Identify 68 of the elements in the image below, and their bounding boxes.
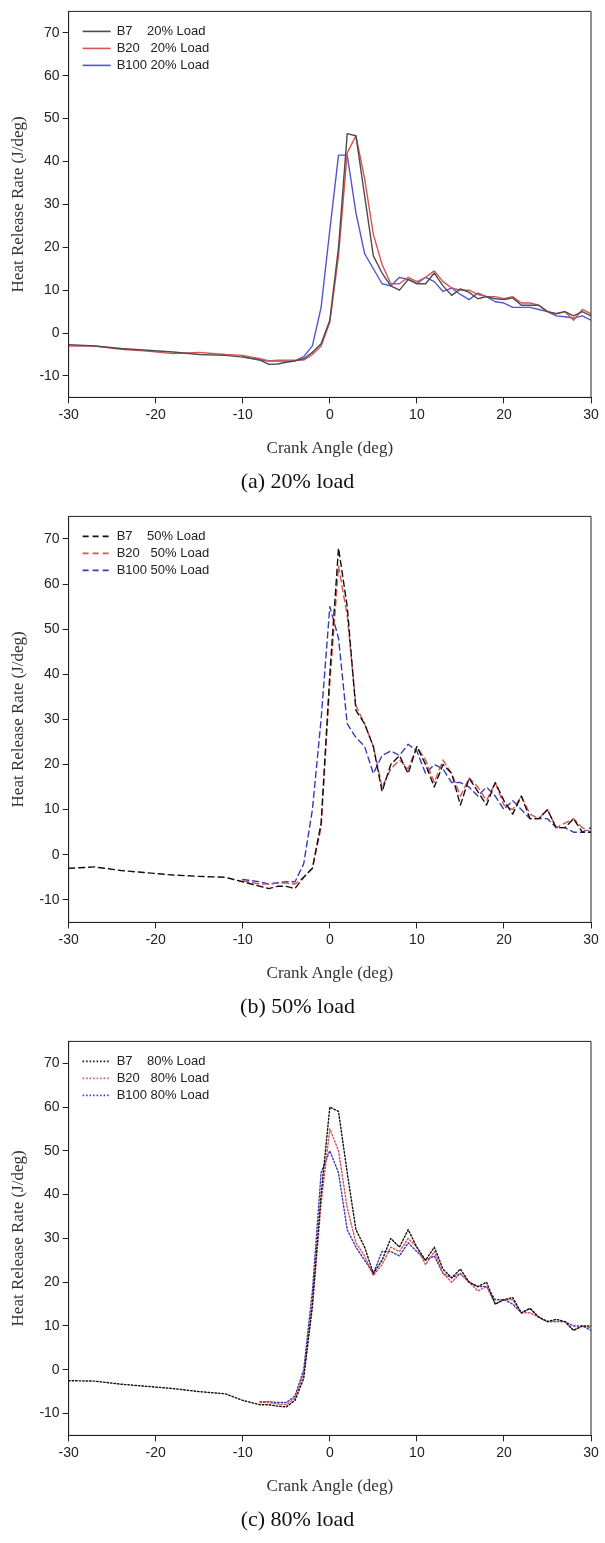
x-tick-label: 10 (409, 405, 425, 422)
x-tick-label: 0 (325, 1443, 334, 1460)
y-tick-label: 10 (44, 800, 60, 817)
y-tick-label: -10 (39, 1404, 60, 1421)
x-axis-title: Crank Angle (deg) (266, 437, 394, 457)
y-axis-title: Heat Release Rate (J/deg) (7, 631, 27, 808)
x-tick-label: -30 (58, 930, 79, 947)
x-tick-label: -10 (232, 405, 254, 422)
legend-label: B100 50% Load (116, 561, 210, 577)
y-tick-label: 10 (44, 1316, 60, 1333)
x-tick-label: 20 (496, 930, 512, 947)
y-tick-label: 0 (51, 323, 60, 340)
legend-label: B7 50% Load (116, 527, 206, 543)
y-tick-label: 40 (44, 152, 60, 169)
y-tick-label: 30 (44, 1229, 60, 1246)
y-tick-label: 20 (44, 755, 60, 772)
y-tick-label: -10 (39, 890, 60, 907)
legend-label: B20 80% Load (116, 1069, 210, 1085)
line-series (68, 1106, 591, 1408)
x-tick-label: 30 (583, 1443, 599, 1460)
y-tick-label: 50 (44, 109, 60, 126)
y-tick-label: 60 (44, 66, 60, 83)
y-tick-label: -10 (39, 366, 60, 383)
y-tick-label: 10 (44, 281, 60, 298)
y-axis-title: Heat Release Rate (J/deg) (7, 116, 27, 293)
x-tick-label: 30 (583, 405, 599, 422)
x-tick-label: 10 (409, 930, 425, 947)
y-tick-label: 20 (44, 238, 60, 255)
y-tick-label: 50 (44, 1141, 60, 1158)
y-tick-label: 20 (44, 1273, 60, 1290)
y-tick-label: 40 (44, 665, 60, 682)
text: (a) 20% load (240, 467, 355, 493)
y-tick-label: 0 (51, 1360, 60, 1377)
legend-label: B20 50% Load (116, 544, 210, 560)
x-tick-label: -20 (145, 405, 167, 422)
text: (b) 50% load (240, 992, 355, 1018)
y-tick-label: 40 (44, 1185, 60, 1202)
x-tick-label: 20 (496, 405, 512, 422)
x-tick-label: 30 (583, 930, 599, 947)
legend-label: B20 20% Load (116, 39, 210, 55)
text: (c) 80% load (240, 1505, 355, 1531)
y-tick-label: 70 (44, 23, 60, 40)
x-tick-label: 0 (325, 405, 334, 422)
y-tick-label: 60 (44, 1097, 60, 1114)
x-tick-label: 20 (496, 1443, 512, 1460)
x-tick-label: -20 (145, 930, 167, 947)
legend-label: B7 20% Load (116, 22, 206, 38)
legend-label: B7 80% Load (116, 1052, 206, 1068)
x-tick-label: 10 (409, 1443, 425, 1460)
y-tick-label: 70 (44, 529, 60, 546)
x-tick-label: -10 (232, 930, 254, 947)
x-tick-label: -30 (58, 1443, 79, 1460)
x-tick-label: -30 (58, 405, 79, 422)
line-series (68, 547, 591, 890)
x-tick-label: -20 (145, 1443, 167, 1460)
legend-label: B100 20% Load (116, 56, 210, 72)
y-tick-label: 30 (44, 195, 60, 212)
x-axis-title: Crank Angle (deg) (266, 1475, 394, 1495)
y-tick-label: 0 (51, 845, 60, 862)
x-axis-title: Crank Angle (deg) (266, 962, 394, 982)
y-tick-label: 30 (44, 710, 60, 727)
y-tick-label: 50 (44, 620, 60, 637)
y-tick-label: 70 (44, 1054, 60, 1071)
legend-label: B100 80% Load (116, 1086, 210, 1102)
y-axis-title: Heat Release Rate (J/deg) (7, 1150, 27, 1327)
y-tick-label: 60 (44, 574, 60, 591)
x-tick-label: 0 (325, 930, 334, 947)
x-tick-label: -10 (232, 1443, 254, 1460)
